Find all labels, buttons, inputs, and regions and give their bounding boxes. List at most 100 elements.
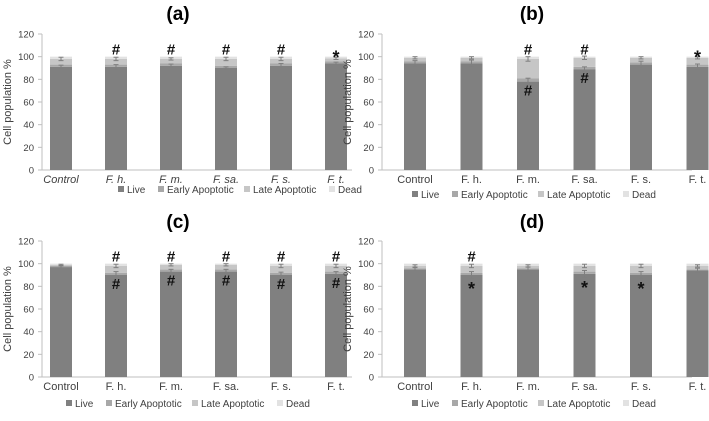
bar-late-apoptotic <box>325 265 347 272</box>
bar-live <box>215 271 237 377</box>
x-tick-label: F. t. <box>327 381 345 393</box>
bar-live <box>404 63 426 170</box>
bar-live <box>517 269 539 377</box>
bar-late-apoptotic <box>517 58 539 79</box>
significance-hash: # <box>524 83 533 100</box>
significance-hash: # <box>277 42 286 59</box>
legend-label: Late Apoptotic <box>547 190 610 201</box>
bar-live <box>270 275 292 377</box>
bar-live <box>517 81 539 170</box>
bar-late-apoptotic <box>460 265 483 273</box>
x-tick-label: F. t. <box>689 381 707 393</box>
legend: Live Early Apoptotic Late Apoptotic Dead <box>118 185 362 196</box>
y-tick-label: 60 <box>23 305 34 316</box>
bar-late-apoptotic <box>630 57 652 63</box>
y-tick-label: 0 <box>29 166 34 177</box>
legend-swatch-early-apoptotic <box>452 191 458 197</box>
bar-live <box>105 66 127 170</box>
bar-late-apoptotic <box>105 265 127 273</box>
significance-hash: # <box>524 42 533 59</box>
y-tick-label: 40 <box>363 120 374 131</box>
y-tick-label: 100 <box>358 259 374 270</box>
bar-late-apoptotic <box>215 58 237 66</box>
legend-label: Early Apoptotic <box>461 399 528 410</box>
x-tick-label: Control <box>397 174 432 186</box>
panel-b: (b) Cell population % 0 20 40 60 80 100 120 Contr… <box>342 4 709 201</box>
legend-swatch-dead <box>623 191 629 197</box>
x-tick-label: F. sa. <box>571 381 597 393</box>
significance-hash: # <box>167 249 176 266</box>
y-tick-label: 40 <box>23 120 34 131</box>
significance-asterisk: * <box>468 279 475 299</box>
x-tick-label: F. s. <box>271 381 291 393</box>
y-tick-label: 80 <box>23 282 34 293</box>
bar-late-apoptotic <box>404 57 426 62</box>
bar-live <box>270 65 292 170</box>
significance-hash: # <box>332 249 341 266</box>
bar-live <box>50 267 72 377</box>
panel-c: (c) Cell population % 0 20 40 60 80 100 120 Contr… <box>2 212 352 410</box>
bar-late-apoptotic <box>50 58 72 65</box>
legend-swatch-early-apoptotic <box>106 400 112 406</box>
legend-label: Dead <box>632 190 656 201</box>
y-tick-label: 20 <box>23 143 34 154</box>
significance-hash: # <box>332 275 341 292</box>
x-tick-label: F. s. <box>271 174 291 186</box>
bar-live <box>686 66 709 170</box>
bar-live <box>215 68 237 170</box>
y-tick-label: 120 <box>358 237 374 248</box>
bar-live <box>50 66 72 170</box>
bar-late-apoptotic <box>686 57 709 65</box>
y-tick-label: 60 <box>363 305 374 316</box>
legend-swatch-late-apoptotic <box>244 186 250 192</box>
x-tick-label: Control <box>43 381 78 393</box>
legend-swatch-late-apoptotic <box>192 400 198 406</box>
significance-asterisk: * <box>694 48 701 68</box>
bar-late-apoptotic <box>160 264 182 270</box>
panel-title: (b) <box>520 4 544 25</box>
legend-label: Early Apoptotic <box>461 190 528 201</box>
y-tick-label: 0 <box>369 166 374 177</box>
y-tick-label: 20 <box>363 143 374 154</box>
bar-late-apoptotic <box>460 57 483 62</box>
y-tick-label: 20 <box>23 350 34 361</box>
x-tick-label: F. sa. <box>213 381 239 393</box>
x-tick-label: F. h. <box>461 381 482 393</box>
bar-late-apoptotic <box>270 265 292 273</box>
bar-late-apoptotic <box>573 265 596 272</box>
y-tick-label: 0 <box>29 373 34 384</box>
legend-swatch-dead <box>277 400 283 406</box>
x-tick-label: F. h. <box>106 174 127 186</box>
bar-live <box>630 275 652 377</box>
panel-a: (a) Cell population % 0 20 40 60 80 100 120 Contr… <box>2 4 362 196</box>
y-tick-label: 120 <box>358 30 374 41</box>
bar-live <box>686 270 709 377</box>
legend-label: Late Apoptotic <box>201 399 264 410</box>
significance-asterisk: * <box>637 279 644 299</box>
y-tick-label: 0 <box>369 373 374 384</box>
panel-d: (d) Cell population % 0 20 40 60 80 100 120 Contr… <box>342 212 709 410</box>
legend-swatch-live <box>118 186 124 192</box>
legend-label: Dead <box>632 399 656 410</box>
legend-swatch-late-apoptotic <box>538 400 544 406</box>
legend-swatch-live <box>412 400 418 406</box>
legend-swatch-live <box>66 400 72 406</box>
significance-hash: # <box>112 42 121 59</box>
bar-late-apoptotic <box>160 58 182 64</box>
significance-hash: # <box>580 70 589 87</box>
legend-label: Dead <box>286 399 310 410</box>
y-tick-label: 100 <box>18 259 34 270</box>
bar-late-apoptotic <box>573 57 596 67</box>
bar-live <box>404 269 426 377</box>
x-tick-label: F. sa. <box>571 174 597 186</box>
x-tick-label: F. t. <box>327 174 345 186</box>
x-tick-label: F. sa. <box>213 174 239 186</box>
y-axis-label: Cell population % <box>342 59 354 145</box>
y-tick-label: 60 <box>363 98 374 109</box>
legend-swatch-early-apoptotic <box>158 186 164 192</box>
legend-swatch-dead <box>623 400 629 406</box>
bar-live <box>160 65 182 170</box>
x-tick-label: F. h. <box>461 174 482 186</box>
panel-title: (c) <box>166 212 189 233</box>
x-tick-label: F. t. <box>689 174 707 186</box>
